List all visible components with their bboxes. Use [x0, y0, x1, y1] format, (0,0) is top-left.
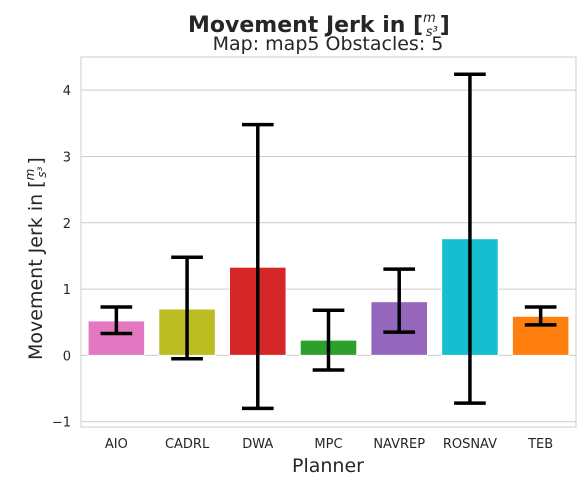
- x-tick-label: MPC: [314, 437, 342, 452]
- x-tick-label: NAVREP: [373, 437, 425, 452]
- y-tick-label: 3: [63, 150, 71, 165]
- y-tick-label: 4: [63, 84, 71, 99]
- x-tick-label: DWA: [242, 437, 273, 452]
- x-tick-label: ROSNAV: [443, 437, 497, 452]
- y-tick-label: 1: [63, 283, 71, 298]
- x-axis-label: Planner: [292, 455, 364, 477]
- x-tick-label: CADRL: [165, 437, 210, 452]
- chart-title: Map: map5 Obstacles: 5: [213, 33, 444, 55]
- y-axis-label-text: Movement Jerk in [ms³]: [23, 157, 49, 360]
- plot-area: −1 0 1 2 3 4 AIO CADRL DWA MPC NAVREP ROSNAV TEB: [52, 56, 577, 452]
- y-axis-label: Movement Jerk in [ms³]: [23, 157, 49, 360]
- chart-suptitle: Movement Jerk in [m s³]: [188, 11, 450, 40]
- y-tick-label: 0: [63, 349, 71, 364]
- x-tick-label: TEB: [527, 437, 553, 452]
- y-tick-label: 2: [63, 217, 71, 232]
- y-tick-label: −1: [52, 416, 71, 431]
- x-tick-label: AIO: [105, 437, 128, 452]
